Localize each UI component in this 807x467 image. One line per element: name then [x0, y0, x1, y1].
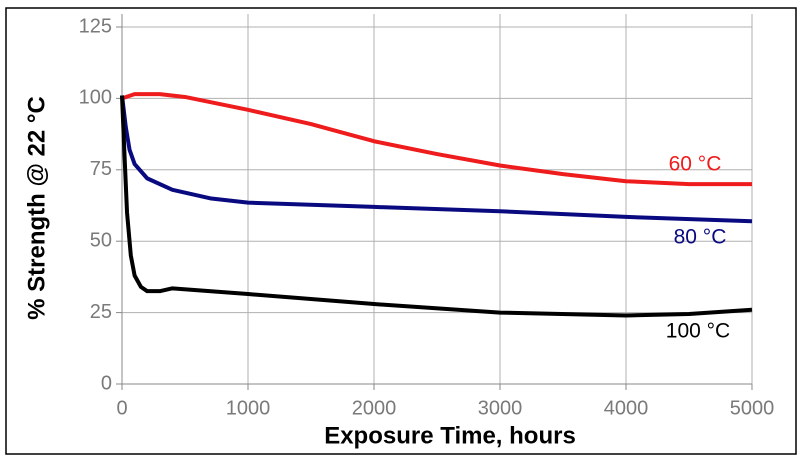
y-tick-label: 0: [101, 372, 112, 394]
series-label: 80 °C: [674, 226, 727, 249]
line: [120, 95, 753, 224]
y-tick-label: 75: [90, 158, 112, 180]
x-tick-label: 5000: [730, 397, 775, 419]
line: [121, 92, 752, 187]
y-tick-label: 125: [79, 15, 112, 37]
y-tick-label: 25: [90, 301, 112, 323]
y-axis-title: % Strength @ 22 °C: [23, 96, 50, 320]
y-tick-label: 50: [90, 229, 112, 251]
frame: [5, 7, 797, 455]
x-tick-label: 4000: [604, 397, 649, 419]
series-label: 60 °C: [669, 153, 722, 176]
x-axis-title: Exposure Time, hours: [324, 422, 576, 449]
x-tick-label: 0: [116, 397, 127, 419]
series-label: 100 °C: [666, 320, 730, 343]
x-tick-label: 3000: [478, 397, 523, 419]
x-tick-label: 2000: [352, 397, 397, 419]
y-tick-label: 100: [79, 87, 112, 109]
x-tick-label: 1000: [226, 397, 271, 419]
line: [120, 95, 753, 318]
